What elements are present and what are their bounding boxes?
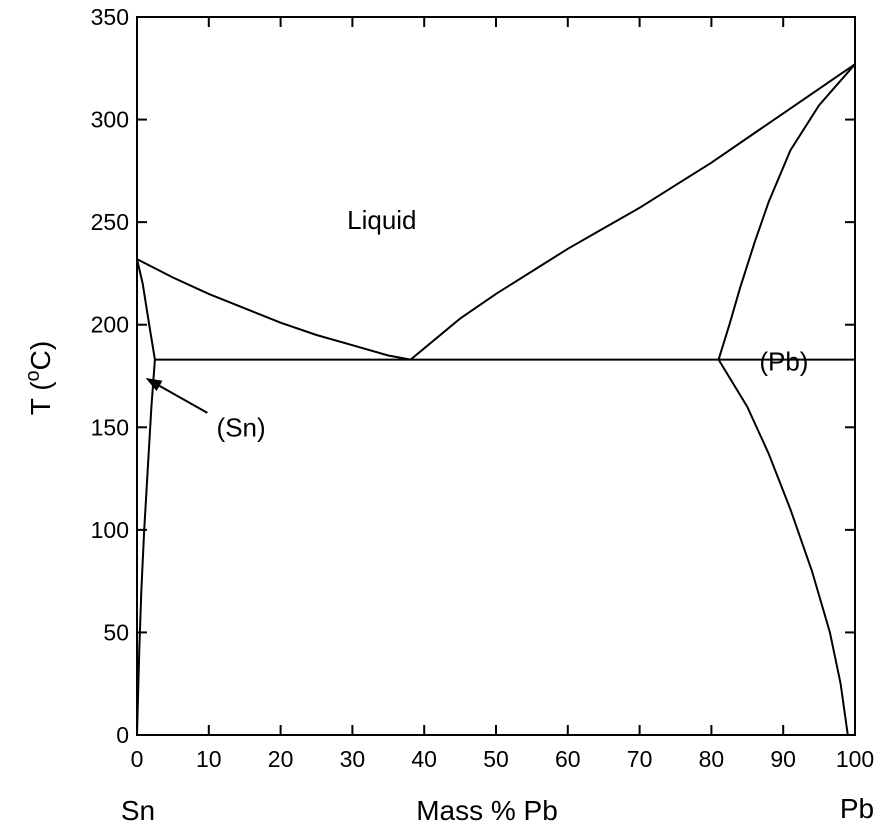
- phase-boundary-line: [136, 359, 156, 736]
- y-axis-title: T (oC): [22, 341, 56, 415]
- phase-boundary-line: [136, 258, 411, 361]
- region-labels: Liquid (Pb) (Sn): [217, 205, 809, 442]
- x-tick-label: 60: [555, 746, 581, 772]
- phase-boundary-line: [136, 258, 156, 360]
- x-tick-label: 40: [411, 746, 437, 772]
- x-axis-title: Mass % Pb: [416, 795, 558, 826]
- x-tick-label: 90: [770, 746, 796, 772]
- x-axis-ticks: 0 10 20 30 40 50 60 70 80 90 100: [131, 17, 874, 772]
- x-axis-right-end-label: Pb: [840, 793, 874, 824]
- x-tick-label: 30: [340, 746, 366, 772]
- plot-frame: [136, 16, 856, 736]
- y-tick-label: 250: [91, 209, 129, 235]
- region-label: (Pb): [759, 347, 808, 377]
- sn-phase-arrow: [145, 378, 208, 414]
- x-tick-label: 50: [483, 746, 509, 772]
- y-tick-label: 0: [116, 722, 129, 748]
- y-axis-ticks: 0 50 100 150 200 250 300 350: [91, 4, 855, 748]
- phase-boundary-line: [717, 63, 856, 360]
- arrow-head: [145, 378, 163, 392]
- phase-boundary-line: [409, 63, 856, 361]
- x-tick-label: 80: [699, 746, 725, 772]
- y-tick-label: 300: [91, 107, 129, 133]
- x-tick-label: 70: [627, 746, 653, 772]
- x-tick-label: 100: [836, 746, 874, 772]
- x-axis-left-end-label: Sn: [121, 795, 155, 826]
- y-tick-label: 100: [91, 517, 129, 543]
- x-tick-label: 0: [131, 746, 144, 772]
- y-tick-label: 150: [91, 414, 129, 440]
- y-axis-title-main: T (: [25, 381, 56, 415]
- x-tick-label: 20: [268, 746, 294, 772]
- y-tick-label: 200: [91, 312, 129, 338]
- region-label: Liquid: [347, 205, 416, 235]
- x-tick-label: 10: [196, 746, 222, 772]
- arrow-shaft: [159, 385, 208, 414]
- y-tick-label: 350: [91, 4, 129, 30]
- y-axis-title-unit: C): [25, 341, 56, 371]
- y-tick-label: 50: [103, 619, 129, 645]
- region-label: (Sn): [217, 412, 266, 442]
- phase-boundaries: [136, 63, 856, 736]
- y-axis-title-sup: o: [22, 370, 44, 381]
- phase-boundary-line: [717, 359, 849, 736]
